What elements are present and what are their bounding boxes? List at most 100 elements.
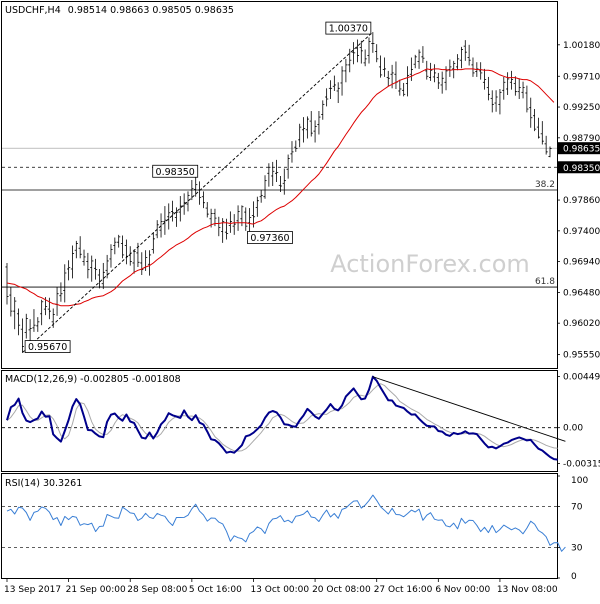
callout-text: 0.97360 [250, 233, 289, 244]
candle [86, 252, 90, 279]
candle [228, 211, 232, 233]
candle [190, 179, 194, 201]
candle [421, 46, 425, 63]
candle [63, 264, 67, 303]
time-axis-label: 6 Nov 00:00 [435, 585, 490, 595]
candle [378, 55, 383, 78]
candle [263, 175, 267, 199]
candle [274, 159, 279, 182]
candle [317, 111, 321, 135]
candle [521, 81, 525, 99]
candle [201, 191, 206, 209]
candle [90, 255, 94, 282]
time-axis-label: 13 Oct 00:00 [250, 585, 309, 595]
macd-main-line [6, 375, 558, 461]
symbol-label: USDCHF,H4 [5, 5, 61, 16]
candle [471, 57, 475, 77]
candle [205, 202, 209, 218]
candle [444, 66, 448, 91]
macd-lines [2, 375, 566, 461]
candle [36, 317, 40, 332]
candle [490, 90, 494, 113]
macd-axis: 0.004491 0.00 -0.003153 [557, 373, 600, 470]
callout-box [247, 231, 293, 244]
candle [78, 236, 82, 259]
candle [525, 85, 529, 113]
candle [432, 64, 437, 83]
candle [101, 262, 105, 290]
fib-level-label: 38.2 [535, 180, 555, 190]
ohlc-values: 0.98514 0.98663 0.98505 0.98635 [68, 5, 234, 16]
callout-box [152, 164, 199, 178]
rsi-axis: 100 70 30 0 [557, 475, 588, 582]
candle [405, 66, 410, 97]
time-axis-label: 5 Oct 16:00 [189, 585, 242, 595]
candle [174, 207, 179, 227]
candle [325, 88, 329, 107]
macd-title: MACD(12,26,9) -0.002805 -0.001808 [5, 374, 181, 385]
candle [224, 218, 229, 240]
candle [532, 109, 537, 132]
macd-signal-line [6, 383, 558, 452]
candle [517, 78, 521, 100]
candle [278, 175, 283, 193]
price-axis-label: 0.99710 [563, 72, 600, 82]
candle [436, 72, 440, 89]
callout-text: 1.00370 [329, 24, 368, 35]
price-axis-label: 0.99250 [563, 103, 600, 113]
candle [117, 234, 121, 248]
candle [309, 111, 313, 137]
level-tag-bg [558, 161, 600, 174]
rsi-title: RSI(14) 30.3261 [5, 478, 82, 489]
candle [506, 72, 510, 95]
callout-box [24, 340, 71, 353]
rsi-panel-frame [1, 473, 558, 579]
candle [232, 214, 236, 235]
time-axis-label: 20 Oct 08:00 [312, 585, 371, 595]
price-axis-label: 0.96020 [563, 319, 600, 329]
candle [301, 117, 306, 143]
candle [351, 42, 356, 65]
candle [509, 70, 514, 90]
candle [340, 66, 344, 96]
fib-level-label: 61.8 [535, 277, 555, 287]
candle [498, 88, 502, 115]
candle [178, 196, 182, 222]
price-candles [5, 32, 552, 353]
price-axis-label: 1.00180 [563, 41, 600, 51]
candle [271, 161, 275, 186]
candle [5, 262, 9, 305]
level-price-tag: 0.98350 [558, 161, 600, 174]
time-axis-label: 13 Sep 2017 [4, 585, 61, 595]
callout-text: 0.95670 [28, 342, 67, 353]
candle [159, 213, 163, 238]
time-axis: 13 Sep 2017 21 Sep 00:00 28 Sep 08:00 5 Oct… [4, 578, 558, 595]
price-callout: 0.98350 [152, 164, 199, 178]
level-tag-text: 0.98350 [563, 164, 600, 174]
candle [328, 80, 333, 100]
candle [544, 135, 548, 155]
rsi-axis-label: 30 [571, 543, 583, 553]
candle [494, 90, 498, 112]
candle [13, 297, 17, 330]
candle [344, 58, 348, 83]
candle [548, 146, 552, 158]
candle [402, 82, 406, 97]
candle [93, 258, 98, 280]
candle [236, 205, 240, 231]
candle [267, 163, 271, 187]
candle [151, 232, 155, 254]
callout-box [325, 21, 372, 35]
candle [40, 299, 44, 326]
candle [286, 154, 290, 179]
price-axis-label: 0.96940 [563, 258, 600, 268]
candle [113, 237, 117, 255]
candle [417, 49, 421, 69]
moving-average-line [6, 68, 555, 307]
candle [467, 44, 471, 66]
price-callout: 1.00370 [325, 21, 372, 35]
candle [290, 141, 294, 163]
candle [16, 308, 21, 336]
candle [163, 206, 167, 235]
